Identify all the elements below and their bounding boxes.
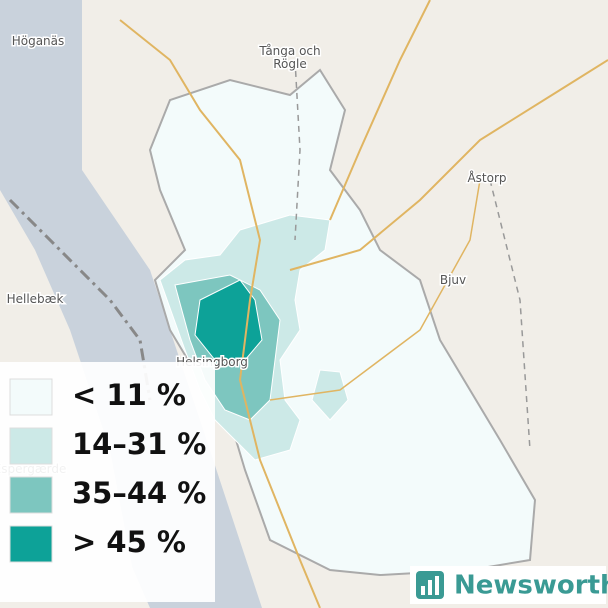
district (311, 369, 349, 421)
legend-swatch (9, 525, 53, 563)
place-label: Höganäs (12, 34, 65, 48)
place-label: Hellebæk (7, 292, 64, 306)
railway (294, 59, 531, 451)
brand: Newsworthy (454, 571, 608, 601)
road (269, 179, 481, 401)
legend-label: > 45 % (72, 525, 186, 559)
border (8, 198, 152, 401)
legend-swatch (9, 378, 53, 416)
legend-label: 35–44 % (72, 476, 206, 510)
place-label: Rögle (273, 57, 306, 71)
road (329, 0, 431, 221)
place-label: Tånga och (258, 44, 320, 58)
road (289, 59, 608, 271)
legend-label: 14–31 % (72, 427, 206, 461)
legend-label: < 11 % (72, 378, 186, 412)
brand-icon (435, 576, 439, 595)
road (119, 19, 321, 608)
brand-icon (428, 580, 432, 595)
place-label: Bjuv (440, 273, 466, 287)
legend-swatch (9, 476, 53, 514)
legend-swatch (9, 427, 53, 465)
legend: < 11 % 14–31 % 35–44 % > 45 % (9, 378, 206, 563)
place-label: Åstorp (467, 170, 506, 185)
brand-icon (421, 586, 425, 595)
